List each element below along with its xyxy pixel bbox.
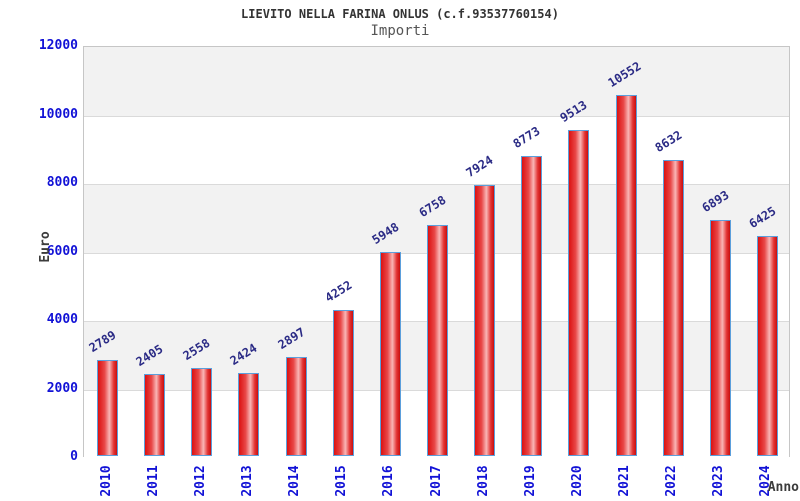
bar-2013 bbox=[238, 373, 259, 456]
bar-2018 bbox=[474, 185, 495, 456]
x-tick-label: 2019 bbox=[522, 465, 538, 497]
x-tick-label: 2011 bbox=[145, 465, 161, 497]
chart-title: LIEVITO NELLA FARINA ONLUS (c.f.93537760… bbox=[241, 7, 559, 21]
x-tick-label: 2012 bbox=[192, 465, 208, 497]
bar-2021 bbox=[616, 95, 637, 456]
gridline bbox=[84, 184, 789, 185]
y-tick-label: 6000 bbox=[46, 243, 78, 259]
bar-2012 bbox=[191, 368, 212, 456]
bar-2023 bbox=[710, 220, 731, 456]
x-tick-label: 2020 bbox=[569, 465, 585, 497]
y-tick-label: 8000 bbox=[46, 175, 78, 190]
x-axis-label: Anno bbox=[767, 480, 799, 495]
plot-area: 2789 2405 2558 2424 2897 4252 5948 6758 7924 8773… bbox=[83, 46, 790, 458]
x-tick-label: 2010 bbox=[98, 465, 114, 497]
x-tick-label: 2023 bbox=[711, 465, 727, 497]
bar-2010 bbox=[97, 360, 118, 456]
y-tick-label: 12000 bbox=[38, 38, 78, 53]
bar-2017 bbox=[427, 225, 448, 456]
y-tick-label: 2000 bbox=[46, 380, 78, 396]
x-tick-label: 2014 bbox=[287, 465, 303, 497]
chart-subtitle: Importi bbox=[370, 23, 430, 39]
bar-2011 bbox=[144, 374, 165, 456]
bar-2015 bbox=[333, 310, 354, 456]
bar-2019 bbox=[521, 156, 542, 456]
y-tick-label: 4000 bbox=[46, 312, 78, 327]
gridline bbox=[84, 115, 789, 117]
bar-2024 bbox=[757, 236, 778, 456]
x-tick-label: 2016 bbox=[381, 465, 397, 497]
y-tick-label: 0 bbox=[70, 449, 78, 464]
x-tick-label: 2021 bbox=[617, 465, 633, 497]
grid-band bbox=[84, 47, 789, 116]
x-tick-label: 2022 bbox=[664, 465, 680, 497]
y-tick-label: 10000 bbox=[38, 106, 78, 122]
y-axis-label: Euro bbox=[38, 231, 53, 263]
bar-2016 bbox=[380, 252, 401, 456]
bar-2014 bbox=[286, 357, 307, 456]
x-tick-label: 2017 bbox=[428, 465, 444, 497]
x-tick-label: 2018 bbox=[475, 465, 491, 497]
x-tick-label: 2013 bbox=[239, 465, 255, 497]
bar-2020 bbox=[568, 130, 589, 456]
bar-2022 bbox=[663, 160, 684, 456]
x-tick-label: 2015 bbox=[334, 465, 350, 497]
